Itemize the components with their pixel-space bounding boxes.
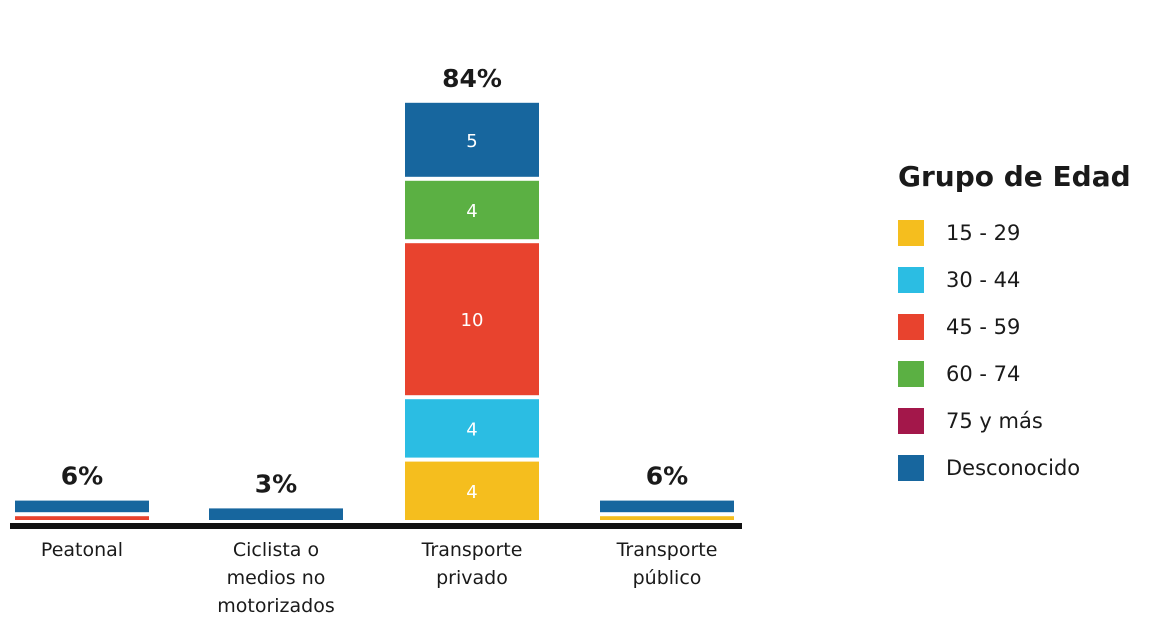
category-label-ciclista: Ciclista o medios no motorizados — [217, 539, 335, 617]
legend-item: 45 - 59 — [898, 303, 1168, 350]
legend-items: 15 - 29 30 - 44 45 - 59 60 - 74 75 y más Desc… — [898, 209, 1168, 491]
total-label-ciclista: 3% — [255, 469, 297, 498]
legend-swatch — [898, 407, 924, 434]
legend-label: 30 - 44 — [946, 267, 1021, 292]
segment-label-transporte-privado-series-1: 4 — [466, 419, 477, 440]
bar-segment-transporte-privado-series-1 — [405, 399, 539, 458]
legend-item: Desconocido — [898, 444, 1168, 491]
total-labels-group: 6% 3% 84% 6% — [61, 64, 688, 499]
segment-label-transporte-privado-series-0: 4 — [466, 482, 477, 503]
legend-swatch — [898, 266, 924, 293]
legend-label: 15 - 29 — [946, 220, 1021, 245]
legend-item: 30 - 44 — [898, 256, 1168, 303]
legend-item: 60 - 74 — [898, 350, 1168, 397]
total-label-transporte-privado: 84% — [442, 64, 502, 93]
category-label-peatonal: Peatonal — [41, 539, 123, 561]
bar-segment-transporte-privado-series-3 — [405, 180, 539, 240]
legend-title: Grupo de Edad — [898, 160, 1131, 193]
bar-segment-transporte-privado-series-5 — [405, 102, 539, 177]
segment-label-transporte-privado-series-3: 4 — [466, 201, 477, 222]
legend-label: 75 y más — [946, 408, 1043, 433]
segment-label-transporte-privado-series-5: 5 — [466, 131, 477, 152]
legend-label: 60 - 74 — [946, 361, 1021, 386]
legend-item: 15 - 29 — [898, 209, 1168, 256]
legend-swatch — [898, 219, 924, 246]
bar-segment-transporte-privado-series-2 — [405, 243, 539, 396]
bar-segment-transporte-publico-series-0 — [600, 516, 734, 520]
total-label-peatonal: 6% — [61, 462, 103, 491]
legend: Grupo de Edad 15 - 29 30 - 44 45 - 59 60 - … — [898, 160, 1168, 491]
legend-label: 45 - 59 — [946, 314, 1021, 339]
legend-item: 75 y más — [898, 397, 1168, 444]
legend-swatch — [898, 360, 924, 387]
segment-label-transporte-privado-series-2: 10 — [461, 310, 484, 331]
bar-segment-transporte-privado-series-0 — [405, 461, 539, 520]
total-label-transporte-publico: 6% — [646, 462, 688, 491]
category-label-transporte-publico: Transporte público — [616, 539, 718, 589]
segment-labels-group: 4 4 10 4 5 — [461, 131, 484, 503]
bars-group — [15, 102, 734, 520]
legend-swatch — [898, 454, 924, 481]
bar-segment-peatonal-series-2 — [15, 516, 149, 520]
legend-label: Desconocido — [946, 455, 1081, 480]
bar-segment-ciclista-series-5 — [209, 508, 343, 520]
bar-segment-transporte-publico-series-5 — [600, 500, 734, 513]
bar-segment-peatonal-series-5 — [15, 500, 149, 513]
category-labels-group: Peatonal Ciclista o medios no motorizados Tr… — [41, 539, 718, 617]
category-label-transporte-privado: Transporte privado — [421, 539, 523, 589]
legend-swatch — [898, 313, 924, 340]
